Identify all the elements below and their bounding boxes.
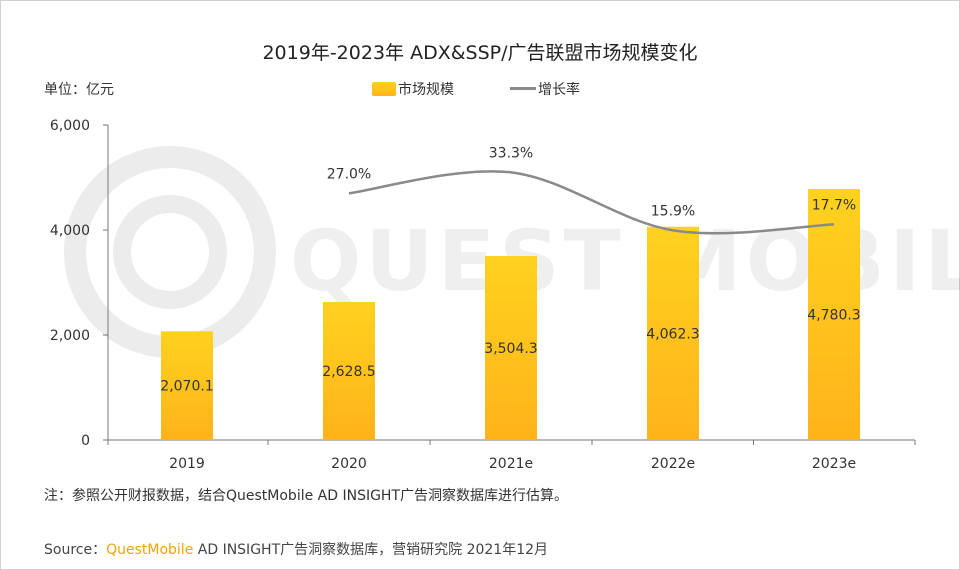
bar-2023e	[808, 189, 860, 440]
bar-data-label: 4,780.3	[807, 308, 860, 324]
legend-item-market-size: 市场规模	[372, 79, 454, 99]
growth-rate-label: 27.0%	[327, 166, 371, 182]
y-tick-label: 6,000	[50, 118, 90, 134]
legend-line-swatch	[510, 87, 536, 90]
x-tick-label: 2021e	[489, 456, 533, 472]
growth-rate-label: 33.3%	[489, 145, 533, 161]
source-brand: QuestMobile	[106, 542, 194, 558]
legend-bar-swatch	[372, 82, 396, 96]
bar-2019	[161, 331, 213, 440]
bar-2021e	[485, 256, 537, 440]
growth-rate-label: 15.9%	[651, 203, 695, 219]
y-tick-label: 0	[81, 433, 90, 449]
y-tick-label: 4,000	[50, 223, 90, 239]
y-tick-label: 2,000	[50, 328, 90, 344]
footnote: 注：参照公开财报数据，结合QuestMobile AD INSIGHT广告洞察数…	[44, 488, 569, 504]
x-tick-label: 2022e	[651, 456, 695, 472]
bar-data-label: 4,062.3	[646, 326, 699, 342]
unit-label: 单位：亿元	[44, 82, 114, 98]
legend-label-growth-rate: 增长率	[538, 82, 580, 98]
growth-rate-label: 17.7%	[812, 197, 856, 213]
bar-data-label: 2,628.5	[322, 364, 375, 380]
source-prefix: Source：	[44, 542, 107, 558]
x-tick-label: 2020	[331, 456, 367, 472]
bar-data-label: 3,504.3	[484, 341, 537, 357]
bar-2022e	[647, 226, 699, 440]
source-rest: AD INSIGHT广告洞察数据库，营销研究院 2021年12月	[193, 542, 549, 558]
chart-title: 2019年-2023年 ADX&SSP/广告联盟市场规模变化	[262, 42, 698, 64]
bar-2020	[323, 302, 375, 440]
source-line: Source：QuestMobile AD INSIGHT广告洞察数据库，营销研…	[44, 539, 548, 559]
x-tick-label: 2023e	[812, 456, 856, 472]
watermark-logo	[64, 146, 276, 358]
bar-data-label: 2,070.1	[160, 379, 213, 395]
growth-rate-line	[348, 170, 835, 235]
legend-item-growth-rate: 增长率	[510, 79, 580, 99]
legend-label-market-size: 市场规模	[398, 82, 454, 98]
x-tick-label: 2019	[169, 456, 205, 472]
